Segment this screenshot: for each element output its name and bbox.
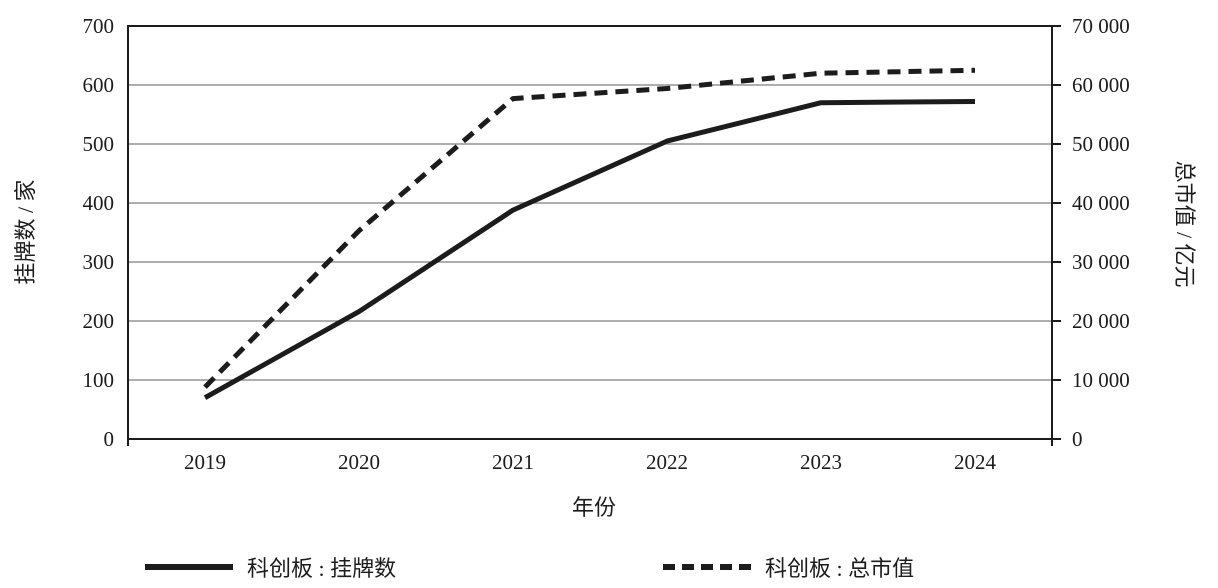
legend: 科创板 : 挂牌数 科创板 : 总市值 (0, 552, 1218, 582)
left-axis-tick-label: 700 (83, 14, 115, 38)
x-axis-tick-label: 2023 (800, 450, 842, 474)
left-axis-tick-label: 400 (83, 191, 115, 215)
legend-label-marketcap: 科创板 : 总市值 (765, 556, 915, 581)
x-axis-title: 年份 (571, 495, 617, 520)
right-axis-tick-label: 20 000 (1072, 309, 1130, 333)
right-axis-tick-label: 10 000 (1072, 368, 1130, 392)
left-axis-title: 挂牌数 / 家 (13, 179, 38, 285)
x-axis-tick-label: 2022 (646, 450, 688, 474)
legend-item-listings: 科创板 : 挂牌数 (145, 552, 396, 582)
legend-label-listings: 科创板 : 挂牌数 (247, 556, 397, 581)
plot-border (127, 25, 1053, 440)
right-axis-tick-label: 60 000 (1072, 73, 1130, 97)
x-axis-tick-label: 2019 (184, 450, 226, 474)
x-axis-tick-label: 2021 (492, 450, 534, 474)
x-axis-tick-label: 2020 (338, 450, 380, 474)
series-line-1 (203, 67, 976, 389)
right-axis-tick-label: 70 000 (1072, 14, 1130, 38)
series-line-0 (203, 99, 976, 400)
right-axis-tick-label: 0 (1072, 427, 1083, 451)
right-axis-tick-label: 30 000 (1072, 250, 1130, 274)
left-axis-tick-label: 500 (83, 132, 115, 156)
solid-line-swatch (145, 564, 233, 570)
right-axis-title: 总市值 / 亿元 (1172, 160, 1197, 288)
left-axis-tick-label: 300 (83, 250, 115, 274)
line-chart-plot: 0 100 200 300 400 500 600 700 0 10 000 20 000 30 00… (83, 14, 1130, 474)
legend-item-marketcap: 科创板 : 总市值 (663, 552, 914, 582)
dashed-line-swatch (663, 564, 751, 570)
left-axis-tick-label: 0 (104, 427, 115, 451)
left-axis-tick-label: 200 (83, 309, 115, 333)
left-axis-tick-label: 600 (83, 73, 115, 97)
left-axis-tick-label: 100 (83, 368, 115, 392)
right-axis-tick-label: 40 000 (1072, 191, 1130, 215)
right-axis-tick-label: 50 000 (1072, 132, 1130, 156)
x-axis-tick-label: 2024 (954, 450, 997, 474)
